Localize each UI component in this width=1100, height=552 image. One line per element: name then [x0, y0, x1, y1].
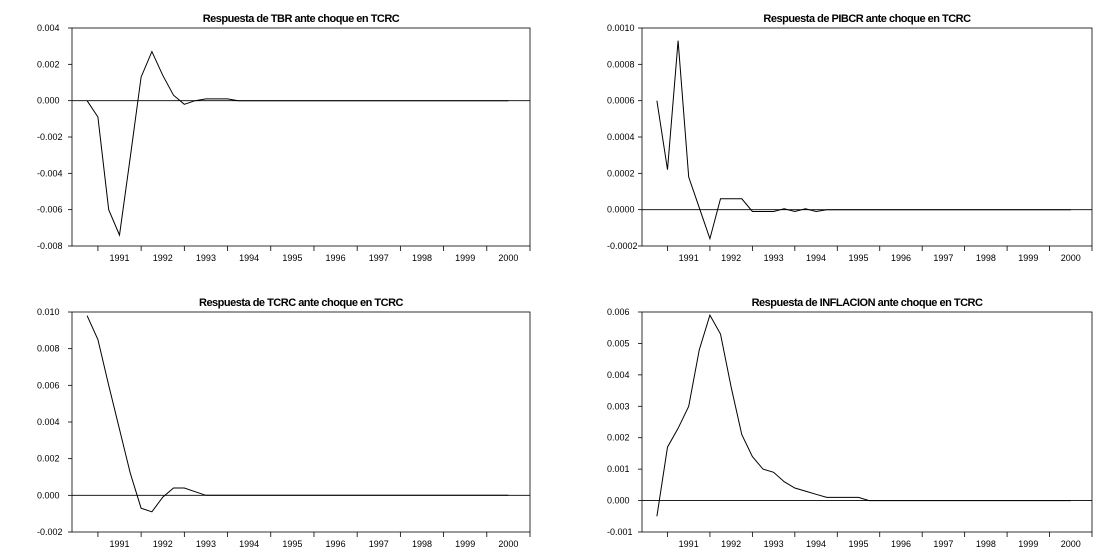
x-tick-label: 1996 [326, 539, 346, 549]
x-tick-label: 2000 [498, 253, 518, 263]
y-tick-label: 0.0002 [607, 168, 635, 178]
x-tick-label: 2000 [1061, 253, 1081, 263]
series-line-tcrc [86, 315, 509, 513]
x-tick-label: 1996 [891, 253, 911, 263]
x-tick-label: 1996 [891, 539, 911, 549]
y-tick-label: 0.001 [607, 464, 630, 474]
y-tick-label: -0.002 [37, 527, 63, 537]
x-tick-label: 1992 [721, 253, 741, 263]
y-tick-label: 0.002 [37, 59, 60, 69]
x-tick-label: 1995 [848, 253, 868, 263]
x-tick-label: 1994 [239, 253, 259, 263]
chart-title: Respuesta de TCRC ante choque en TCRC [199, 297, 404, 309]
chart-tcrc: Respuesta de TCRC ante choque en TCRC 0.0… [37, 297, 531, 549]
x-tick-label: 1994 [806, 539, 826, 549]
y-tick-label: -0.002 [37, 132, 63, 142]
x-tick-label: 1997 [369, 253, 389, 263]
chart-title: Respuesta de INFLACION ante choque en TC… [752, 297, 983, 309]
y-tick-label: 0.0004 [607, 132, 635, 142]
series-line-tbr [86, 50, 509, 237]
x-tick-label: 1995 [282, 253, 302, 263]
y-tick-label: -0.0002 [607, 241, 638, 251]
x-tick-label: 1999 [455, 253, 475, 263]
y-tick-label: 0.004 [37, 417, 60, 427]
y-tick-label: -0.006 [37, 205, 63, 215]
series-line-pibcr [656, 40, 1071, 241]
x-tick-label: 1991 [679, 539, 699, 549]
x-tick-label: 1998 [976, 253, 996, 263]
x-tick-label: 1999 [1018, 539, 1038, 549]
y-tick-label: -0.004 [37, 168, 63, 178]
x-tick-label: 1992 [153, 253, 173, 263]
x-tick-label: 2000 [1061, 539, 1081, 549]
y-tick-label: 0.006 [37, 380, 60, 390]
y-tick-label: 0.0010 [607, 23, 635, 33]
series-line-inflacion [656, 313, 1071, 517]
y-tick-label: 0.008 [37, 344, 60, 354]
chart-inflacion: Respuesta de INFLACION ante choque en TC… [607, 297, 1093, 549]
x-tick-label: 1998 [412, 253, 432, 263]
chart-title: Respuesta de TBR ante choque en TCRC [203, 13, 400, 25]
y-tick-label: 0.0006 [607, 96, 635, 106]
x-tick-label: 1993 [196, 539, 216, 549]
x-tick-label: 1994 [806, 253, 826, 263]
x-tick-label: 1996 [326, 253, 346, 263]
x-tick-label: 1995 [848, 539, 868, 549]
y-tick-label: 0.002 [37, 454, 60, 464]
plot-frame [71, 311, 531, 533]
plot-frame [71, 27, 531, 247]
x-tick-label: 1995 [282, 539, 302, 549]
x-tick-label: 1993 [764, 539, 784, 549]
plot-frame [641, 27, 1093, 247]
x-tick-label: 1999 [455, 539, 475, 549]
y-tick-label: 0.000 [37, 490, 60, 500]
y-tick-label: 0.004 [607, 370, 630, 380]
x-tick-label: 2000 [498, 539, 518, 549]
x-tick-label: 1991 [679, 253, 699, 263]
x-tick-label: 1991 [110, 539, 130, 549]
chart-tbr: Respuesta de TBR ante choque en TCRC 0.00… [37, 13, 531, 263]
x-tick-label: 1993 [764, 253, 784, 263]
x-tick-label: 1992 [721, 539, 741, 549]
y-tick-label: 0.000 [607, 496, 630, 506]
y-tick-label: 0.0000 [607, 205, 635, 215]
x-tick-label: 1999 [1018, 253, 1038, 263]
y-tick-label: -0.008 [37, 241, 63, 251]
y-tick-label: 0.006 [607, 307, 630, 317]
y-tick-label: 0.002 [607, 433, 630, 443]
y-tick-label: -0.001 [607, 527, 633, 537]
plot-frame [641, 311, 1093, 533]
x-tick-label: 1997 [369, 539, 389, 549]
y-tick-label: 0.004 [37, 23, 60, 33]
x-tick-label: 1997 [933, 253, 953, 263]
y-tick-label: 0.005 [607, 338, 630, 348]
x-tick-label: 1993 [196, 253, 216, 263]
x-tick-label: 1992 [153, 539, 173, 549]
x-tick-label: 1998 [976, 539, 996, 549]
x-tick-label: 1994 [239, 539, 259, 549]
x-tick-label: 1997 [933, 539, 953, 549]
x-tick-label: 1991 [110, 253, 130, 263]
x-tick-label: 1998 [412, 539, 432, 549]
chart-title: Respuesta de PIBCR ante choque en TCRC [763, 13, 971, 25]
chart-pibcr: Respuesta de PIBCR ante choque en TCRC 0.… [607, 13, 1093, 263]
y-tick-label: 0.000 [37, 96, 60, 106]
y-tick-label: 0.010 [37, 307, 60, 317]
y-tick-label: 0.0008 [607, 59, 635, 69]
y-tick-label: 0.003 [607, 401, 630, 411]
